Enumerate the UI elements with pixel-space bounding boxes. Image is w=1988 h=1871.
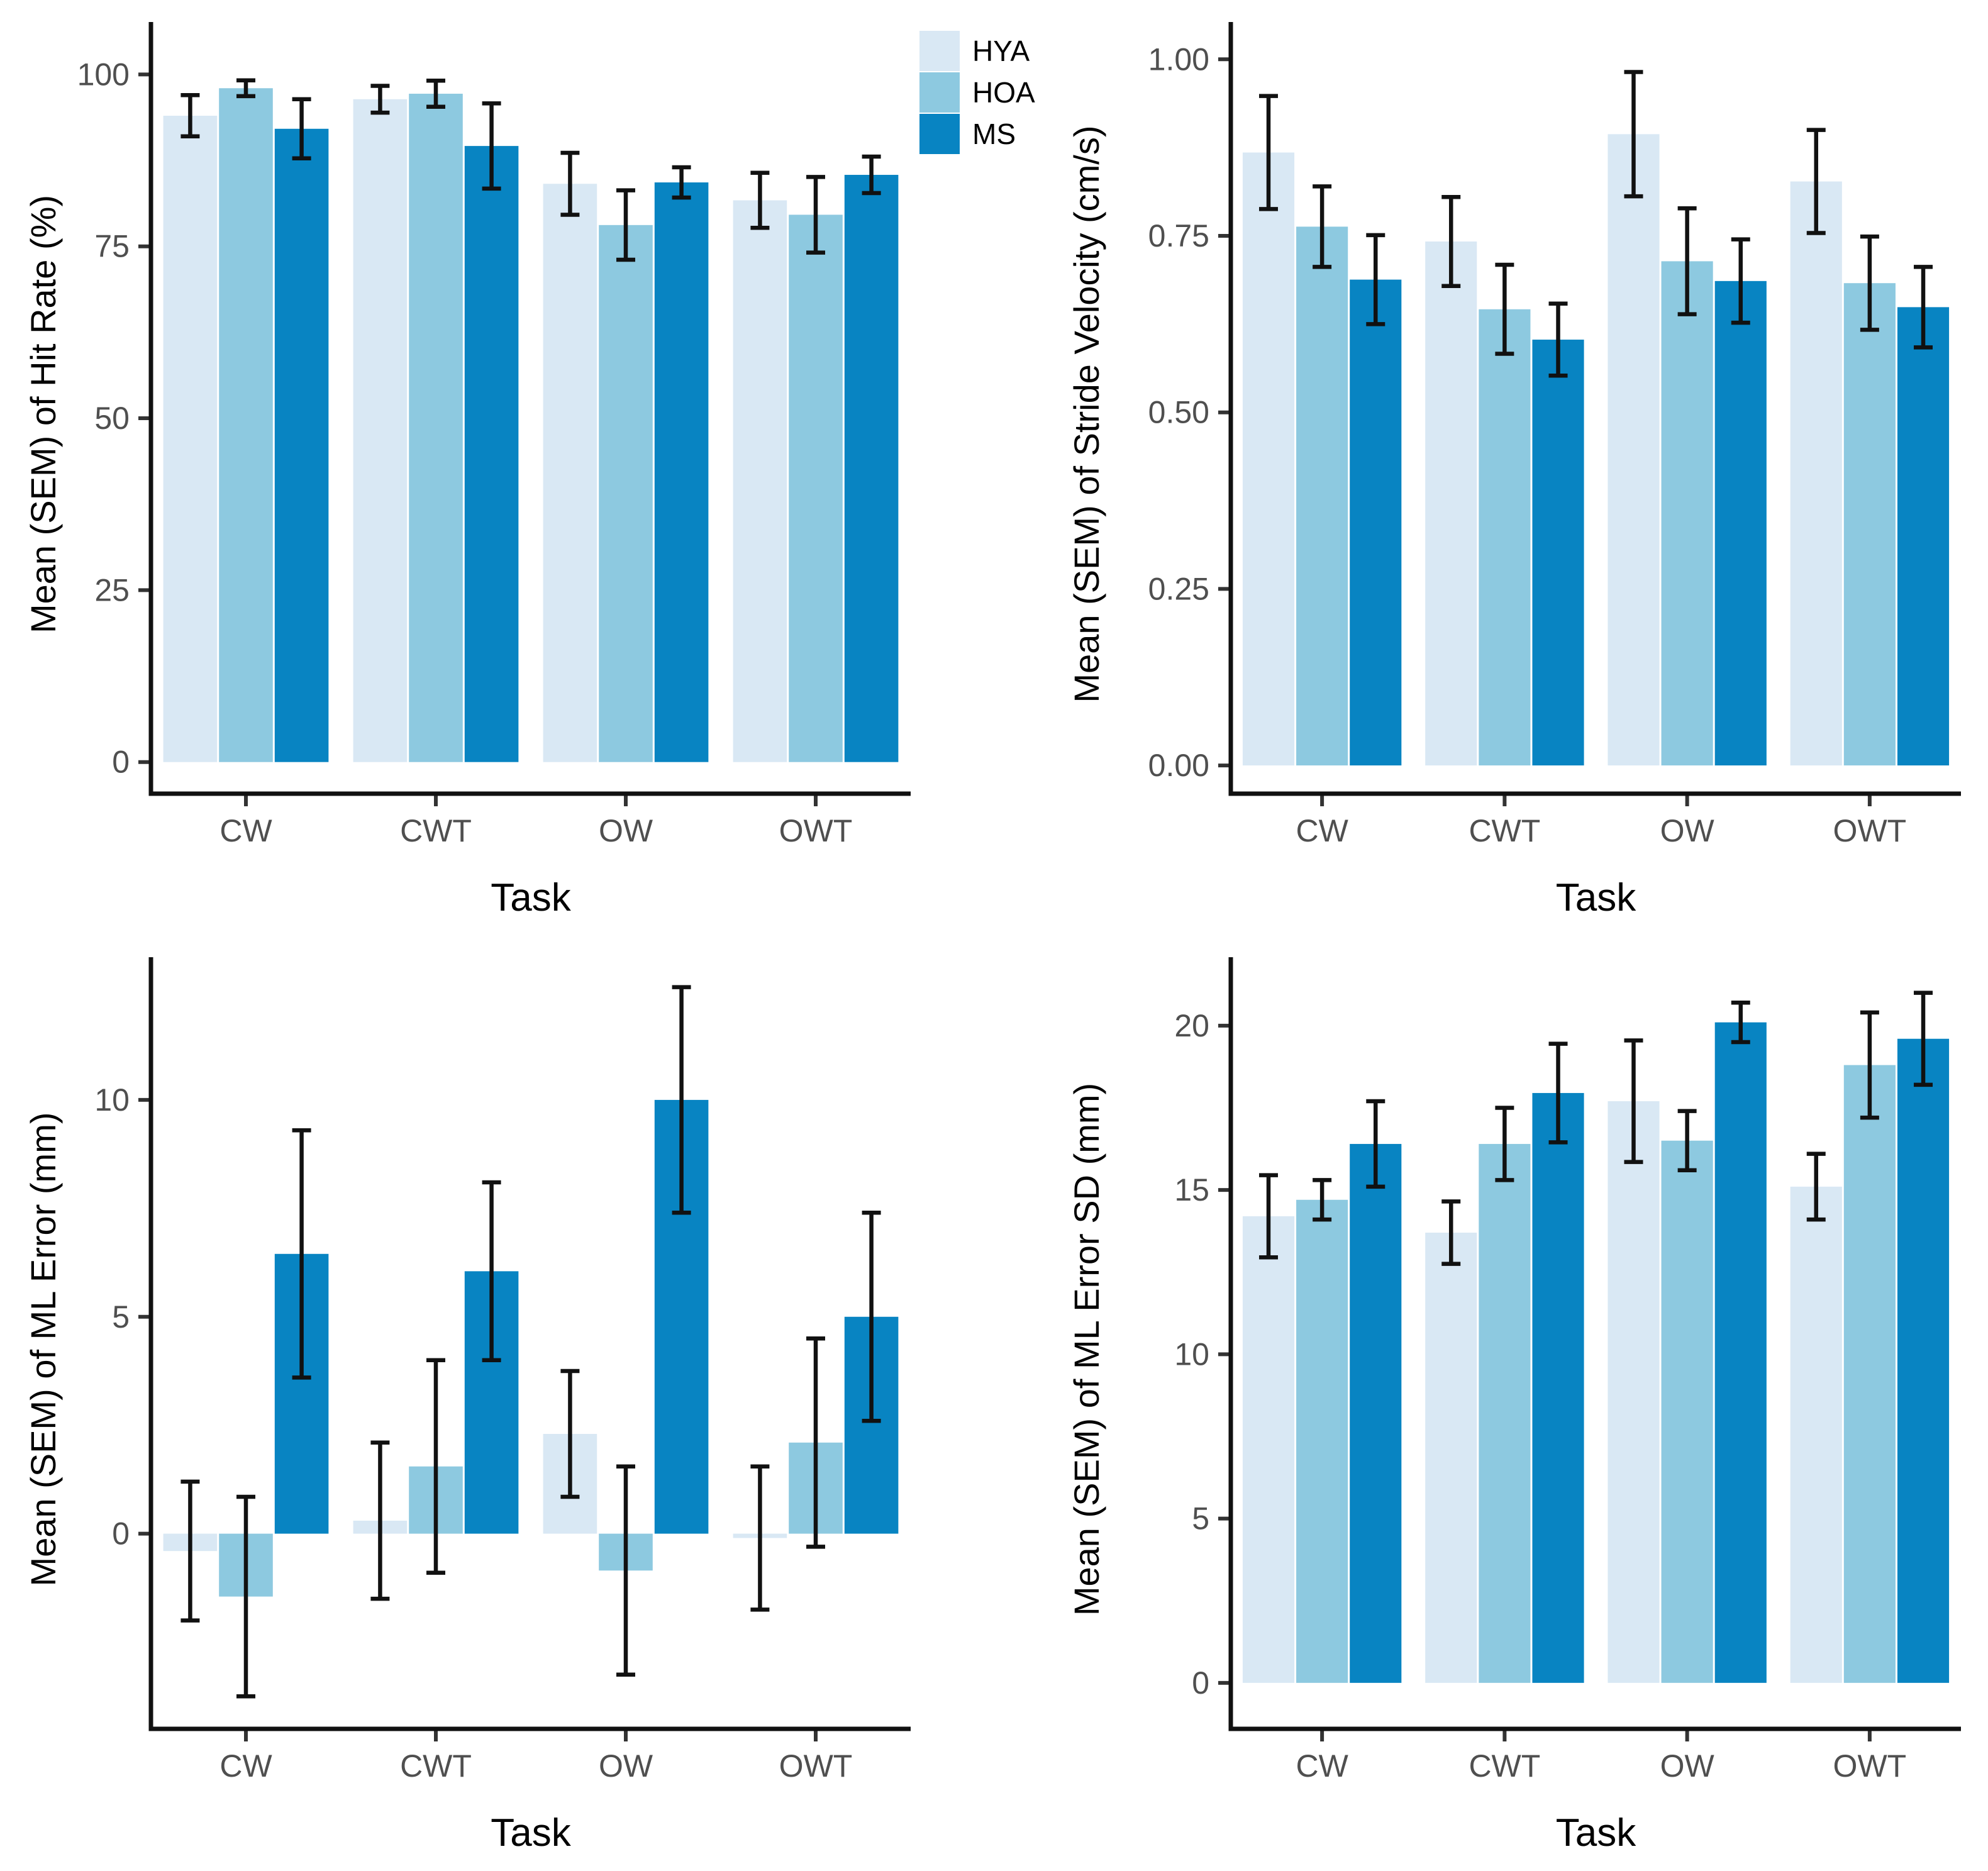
legend-label-hoa: HOA bbox=[972, 76, 1035, 109]
y-tick-label: 5 bbox=[112, 1299, 130, 1335]
y-tick-label: 0.75 bbox=[1148, 218, 1209, 253]
x-tick-label: CW bbox=[219, 1748, 272, 1784]
y-tick-label: 20 bbox=[1174, 1008, 1209, 1043]
y-tick-label: 75 bbox=[94, 229, 130, 264]
bar-hit-rate-cw-hoa bbox=[219, 88, 273, 762]
bar-hit-rate-cwt-hoa bbox=[409, 94, 463, 762]
bar-ml-error-sd-ow-ms bbox=[1714, 1022, 1767, 1683]
bar-ml-error-sd-owt-hya bbox=[1790, 1186, 1842, 1683]
y-tick-label: 15 bbox=[1174, 1172, 1209, 1208]
x-tick-label: CWT bbox=[400, 813, 472, 848]
legend-item-hya: HYA bbox=[919, 30, 1035, 72]
x-axis-title: Task bbox=[1556, 1811, 1636, 1855]
y-tick-label: 0 bbox=[1192, 1665, 1209, 1701]
y-tick-label: 1.00 bbox=[1148, 42, 1209, 77]
x-tick-label: OW bbox=[1660, 1748, 1715, 1784]
bar-stride-velocity-owt-hya bbox=[1790, 181, 1842, 766]
bar-hit-rate-owt-hya bbox=[733, 200, 787, 762]
y-tick-label: 0 bbox=[112, 1516, 130, 1552]
bar-hit-rate-ow-hya bbox=[543, 184, 597, 762]
bar-ml-error-sd-cwt-hya bbox=[1425, 1233, 1477, 1683]
bar-hit-rate-ow-hoa bbox=[599, 225, 653, 762]
legend-swatch-hya bbox=[919, 31, 960, 71]
bar-stride-velocity-owt-hoa bbox=[1843, 283, 1896, 766]
x-axis-title: Task bbox=[491, 876, 571, 919]
y-tick-label: 50 bbox=[94, 401, 130, 436]
bar-ml-error-sd-owt-hoa bbox=[1843, 1065, 1896, 1683]
bar-ml-error-sd-ow-hoa bbox=[1661, 1140, 1713, 1683]
x-tick-label: CW bbox=[219, 813, 272, 848]
panel-ml-error: 0 5 10 CW CWT OW OWT Mean (SEM) of ML Error (mm… bbox=[0, 935, 994, 1871]
y-tick-label: 10 bbox=[94, 1082, 130, 1118]
legend-swatch-hoa bbox=[919, 72, 960, 113]
bar-hit-rate-cwt-hya bbox=[353, 99, 408, 762]
panel-hit-rate: 0 25 50 75 100 CW CWT OW OWT Mean (SEM) of Hit Ra… bbox=[0, 0, 994, 935]
bar-ml-error-sd-owt-ms bbox=[1897, 1038, 1950, 1683]
bar-hit-rate-cwt-ms bbox=[464, 146, 519, 762]
bar-ml-error-sd-ow-hya bbox=[1608, 1101, 1660, 1683]
legend-item-hoa: HOA bbox=[919, 72, 1035, 113]
x-tick-label: CW bbox=[1296, 1748, 1348, 1784]
bar-stride-velocity-ow-hoa bbox=[1661, 261, 1713, 766]
panel-ml-error-sd: 0 5 10 15 20 CW CWT OW OWT Mean (SEM) of ML Error… bbox=[994, 935, 1988, 1871]
hit-rate-plot: 0 25 50 75 100 CW CWT OW OWT Mean (SEM) of Hit Ra… bbox=[23, 22, 911, 919]
x-tick-label: OW bbox=[599, 1748, 653, 1784]
ml-error-sd-plot: 0 5 10 15 20 CW CWT OW OWT Mean (SEM) of ML Error… bbox=[1067, 957, 1961, 1855]
y-tick-label: 10 bbox=[1174, 1336, 1209, 1372]
x-axis-title: Task bbox=[491, 1811, 571, 1855]
y-axis-title: Mean (SEM) of Stride Velocity (cm/s) bbox=[1067, 125, 1106, 702]
bar-stride-velocity-cw-hoa bbox=[1296, 226, 1348, 766]
y-tick-label: 5 bbox=[1192, 1501, 1209, 1536]
bar-ml-error-sd-cw-hya bbox=[1242, 1216, 1295, 1683]
bar-ml-error-sd-cw-ms bbox=[1350, 1143, 1402, 1683]
y-axis-title: Mean (SEM) of ML Error (mm) bbox=[23, 1113, 63, 1587]
y-axis-title: Mean (SEM) of Hit Rate (%) bbox=[23, 195, 63, 633]
bar-stride-velocity-ow-hya bbox=[1608, 134, 1660, 766]
legend: HYA HOA MS bbox=[919, 30, 1035, 155]
ml-error-plot: 0 5 10 CW CWT OW OWT Mean (SEM) of ML Error (mm… bbox=[23, 957, 911, 1855]
x-tick-label: CWT bbox=[1469, 813, 1540, 848]
bar-hit-rate-ow-ms bbox=[654, 182, 709, 762]
x-tick-label: CW bbox=[1296, 813, 1348, 848]
bar-ml-error-sd-cwt-ms bbox=[1532, 1092, 1584, 1683]
legend-item-ms: MS bbox=[919, 113, 1035, 155]
stride-velocity-plot: 0.00 0.25 0.50 0.75 1.00 CW CWT OW OWT Mean (SEM)… bbox=[1067, 22, 1961, 919]
bar-stride-velocity-cw-hya bbox=[1242, 152, 1295, 766]
bar-stride-velocity-cwt-hya bbox=[1425, 241, 1477, 766]
y-tick-label: 25 bbox=[94, 572, 130, 608]
panel-stride-velocity: 0.00 0.25 0.50 0.75 1.00 CW CWT OW OWT Mean (SEM)… bbox=[994, 0, 1988, 935]
y-tick-label: 100 bbox=[77, 57, 130, 92]
bar-hit-rate-cw-ms bbox=[274, 128, 329, 762]
legend-label-hya: HYA bbox=[972, 35, 1030, 67]
x-tick-label: OW bbox=[1660, 813, 1715, 848]
y-tick-label: 0.50 bbox=[1148, 395, 1209, 430]
x-axis-title: Task bbox=[1556, 876, 1636, 919]
y-axis-title: Mean (SEM) of ML Error SD (mm) bbox=[1067, 1083, 1106, 1616]
y-tick-label: 0.25 bbox=[1148, 571, 1209, 606]
bar-hit-rate-owt-ms bbox=[844, 175, 899, 762]
bar-ml-error-sd-cwt-hoa bbox=[1479, 1143, 1531, 1683]
x-tick-label: OW bbox=[599, 813, 653, 848]
x-tick-label: OWT bbox=[1833, 1748, 1907, 1784]
bar-stride-velocity-ow-ms bbox=[1714, 280, 1767, 766]
x-tick-label: OWT bbox=[1833, 813, 1907, 848]
bar-hit-rate-owt-hoa bbox=[789, 214, 843, 762]
y-tick-label: 0.00 bbox=[1148, 748, 1209, 783]
bar-stride-velocity-cw-ms bbox=[1350, 279, 1402, 766]
bar-stride-velocity-owt-ms bbox=[1897, 307, 1950, 766]
bar-ml-error-sd-cw-hoa bbox=[1296, 1199, 1348, 1683]
bar-hit-rate-cw-hya bbox=[163, 116, 218, 762]
x-tick-label: CWT bbox=[400, 1748, 472, 1784]
x-tick-label: OWT bbox=[779, 813, 853, 848]
x-tick-label: CWT bbox=[1469, 1748, 1540, 1784]
legend-swatch-ms bbox=[919, 114, 960, 154]
bar-stride-velocity-cwt-ms bbox=[1532, 340, 1584, 766]
legend-label-ms: MS bbox=[972, 118, 1016, 150]
x-tick-label: OWT bbox=[779, 1748, 853, 1784]
bar-stride-velocity-cwt-hoa bbox=[1479, 309, 1531, 766]
y-tick-label: 0 bbox=[112, 745, 130, 780]
